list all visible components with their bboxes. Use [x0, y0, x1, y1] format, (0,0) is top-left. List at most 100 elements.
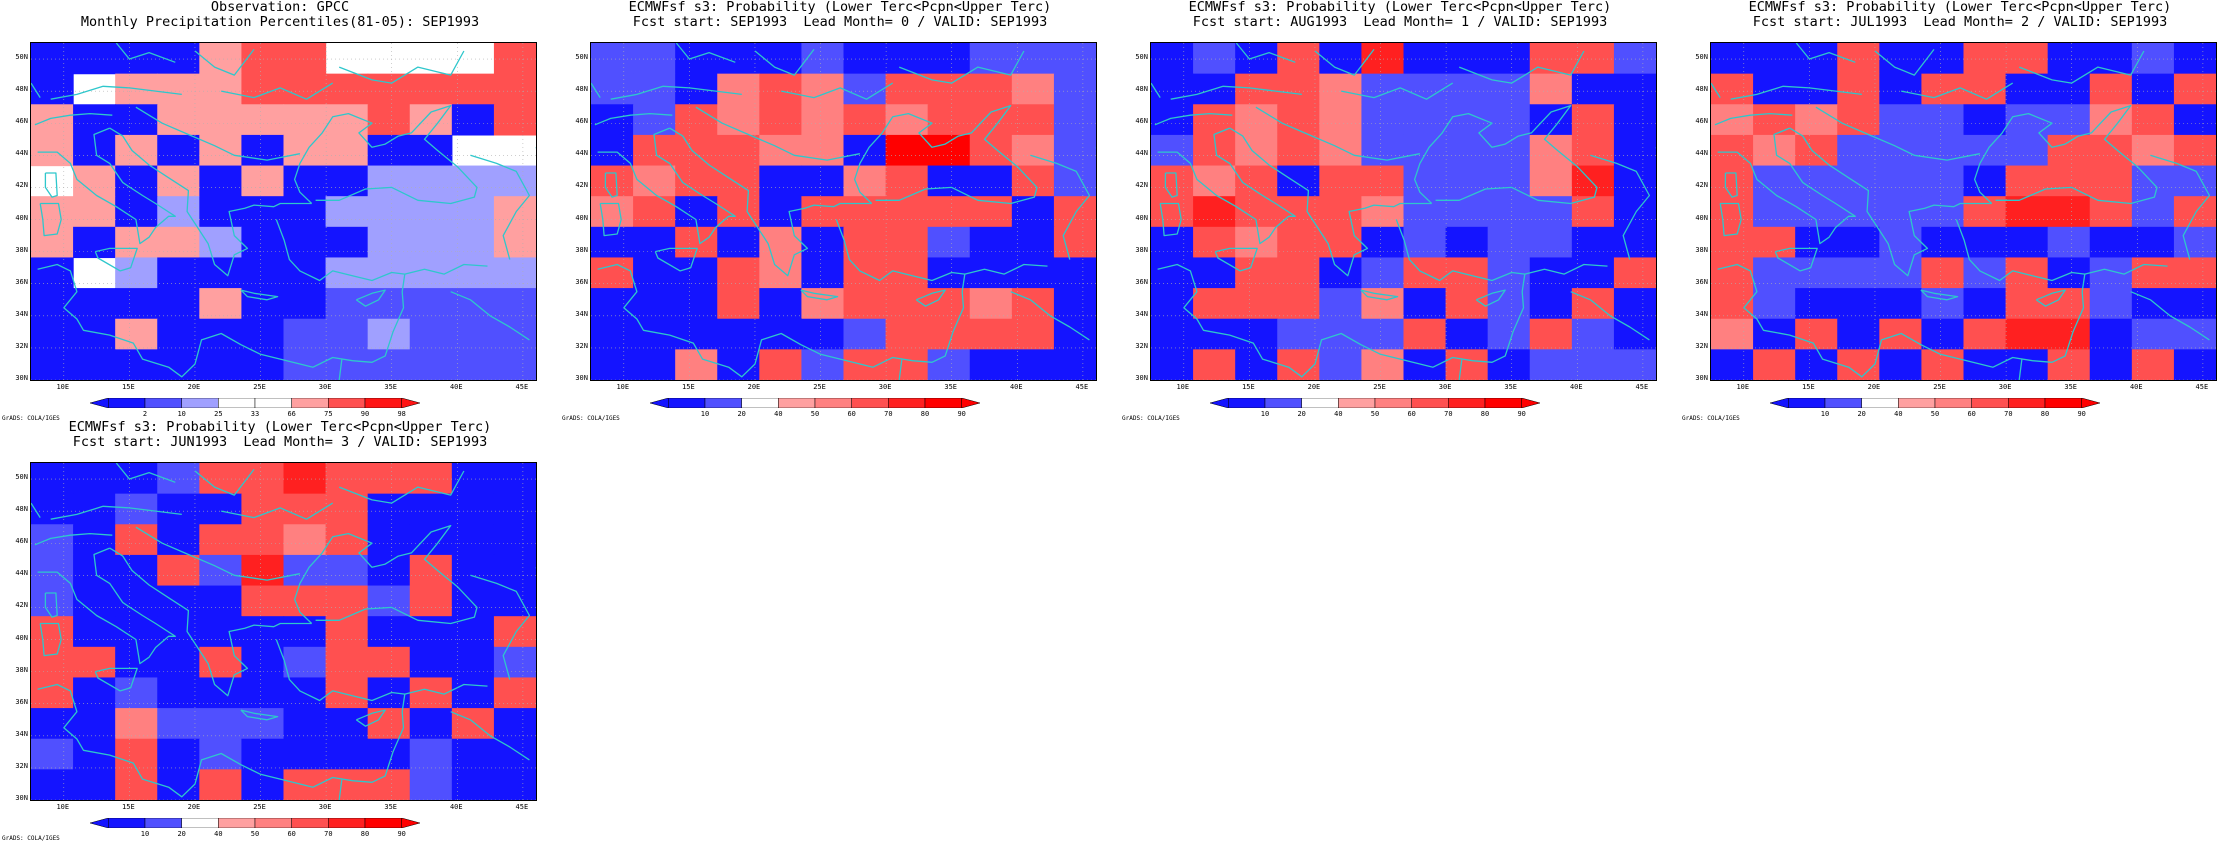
grid-cell: [1837, 73, 1880, 105]
grid-cell: [409, 134, 453, 167]
colorbar-segment: [1861, 398, 1899, 408]
colorbar-tick-label: 40: [1894, 410, 1903, 418]
grid-cell: [73, 196, 116, 228]
grid-cell: [1403, 318, 1447, 350]
grid-cell: [2089, 73, 2133, 105]
grid-cell: [73, 616, 116, 648]
grid-cell: [843, 318, 887, 350]
grid-cell: [157, 708, 200, 740]
grid-cell: [451, 554, 495, 587]
grid-cell: [1529, 288, 1573, 320]
lat-tick-label: 36N: [1695, 277, 1708, 286]
grid-cell: [1319, 196, 1363, 228]
grid-cell: [283, 43, 327, 75]
grid-cell: [1319, 73, 1363, 105]
grid-cell: [1711, 196, 1754, 228]
grid-cell: [927, 165, 971, 197]
coastline: [654, 247, 698, 272]
grid-cell: [1879, 165, 1923, 197]
grid-cell: [31, 73, 74, 105]
grid-cell: [2047, 43, 2091, 75]
grid-cell: [493, 493, 536, 525]
coastline: [450, 711, 530, 761]
grid-cell: [1529, 165, 1573, 197]
grid-cell: [1403, 288, 1447, 320]
grid-cell: [633, 165, 676, 197]
grid-cell: [2005, 43, 2049, 75]
grid-cell: [31, 585, 74, 617]
grid-cell: [1319, 257, 1363, 289]
coastline: [1170, 85, 1302, 100]
grid-cell: [759, 134, 803, 167]
grid-cell: [1319, 104, 1363, 136]
colorbar-segment: [1788, 398, 1826, 408]
grid-cell: [2131, 349, 2175, 380]
map-frame: [30, 462, 537, 801]
grid-cell: [325, 524, 369, 556]
grid-cell: [1151, 349, 1194, 380]
grid-cell: [367, 524, 411, 556]
precip-map: [1711, 43, 2216, 380]
grid-cell: [1837, 257, 1880, 289]
lat-tick-label: 34N: [15, 309, 28, 318]
grid-cell: [591, 349, 634, 380]
coastline: [221, 502, 334, 520]
grid-cell: [73, 524, 116, 556]
grid-cell: [759, 288, 803, 320]
lon-tick-label: 25E: [1933, 383, 1946, 391]
colorbar-segment: [778, 398, 816, 408]
grid-cell: [241, 463, 285, 495]
grid-cell: [241, 226, 285, 259]
grid-cell: [1711, 349, 1754, 380]
grid-cell: [1837, 134, 1880, 167]
coastline: [37, 127, 176, 245]
colorbar-segment: [108, 398, 146, 408]
grid-cell: [283, 738, 327, 770]
grid-cell: [115, 288, 158, 320]
grid-cell: [1445, 257, 1489, 289]
colorbar-tick-label: 2: [142, 410, 148, 418]
grid-cell: [1837, 196, 1880, 228]
lat-tick-label: 32N: [575, 341, 588, 350]
coastline: [1159, 202, 1182, 237]
colorbar-segment: [218, 818, 256, 828]
colorbar-segment: [1824, 398, 1862, 408]
lon-tick-label: 20E: [187, 803, 201, 811]
grid-cell: [73, 226, 116, 259]
lon-tick-label: 25E: [1373, 383, 1386, 391]
grid-cell: [633, 349, 676, 380]
grid-cell: [927, 196, 971, 228]
grid-cell: [2173, 288, 2216, 320]
grid-cell: [241, 677, 285, 709]
grid-cell: [2005, 318, 2049, 350]
grid-cell: [843, 73, 887, 105]
grid-cell: [927, 43, 971, 75]
colorbar-segment: [181, 398, 219, 408]
grid-cell: [73, 646, 116, 679]
coastline: [1717, 219, 2086, 378]
grid-cell: [157, 73, 200, 105]
grid-cell: [199, 73, 243, 105]
grid-cell: [927, 104, 971, 136]
lat-tick-label: 30N: [15, 794, 28, 802]
grid-cell: [2005, 134, 2049, 167]
grid-cell: [1753, 43, 1796, 75]
colorbar-segment: [328, 818, 366, 828]
coastline: [37, 547, 176, 665]
grid-cell: [759, 104, 803, 136]
lat-tick-label: 46N: [15, 537, 28, 546]
grid-cell: [759, 257, 803, 289]
grid-cell: [367, 769, 411, 800]
grid-cell: [801, 349, 845, 380]
grid-cell: [1921, 349, 1965, 380]
grid-cell: [1921, 318, 1965, 350]
lat-tick-label: 42N: [15, 601, 28, 610]
grid-cell: [1011, 43, 1055, 75]
coastline: [1314, 49, 1375, 76]
grid-cell: [157, 165, 200, 197]
lat-tick-label: 50N: [15, 53, 28, 62]
grid-cell: [1193, 288, 1236, 320]
grid-cell: [1571, 226, 1615, 259]
colorbar-segment: [1411, 398, 1449, 408]
grid-cell: [199, 646, 243, 679]
